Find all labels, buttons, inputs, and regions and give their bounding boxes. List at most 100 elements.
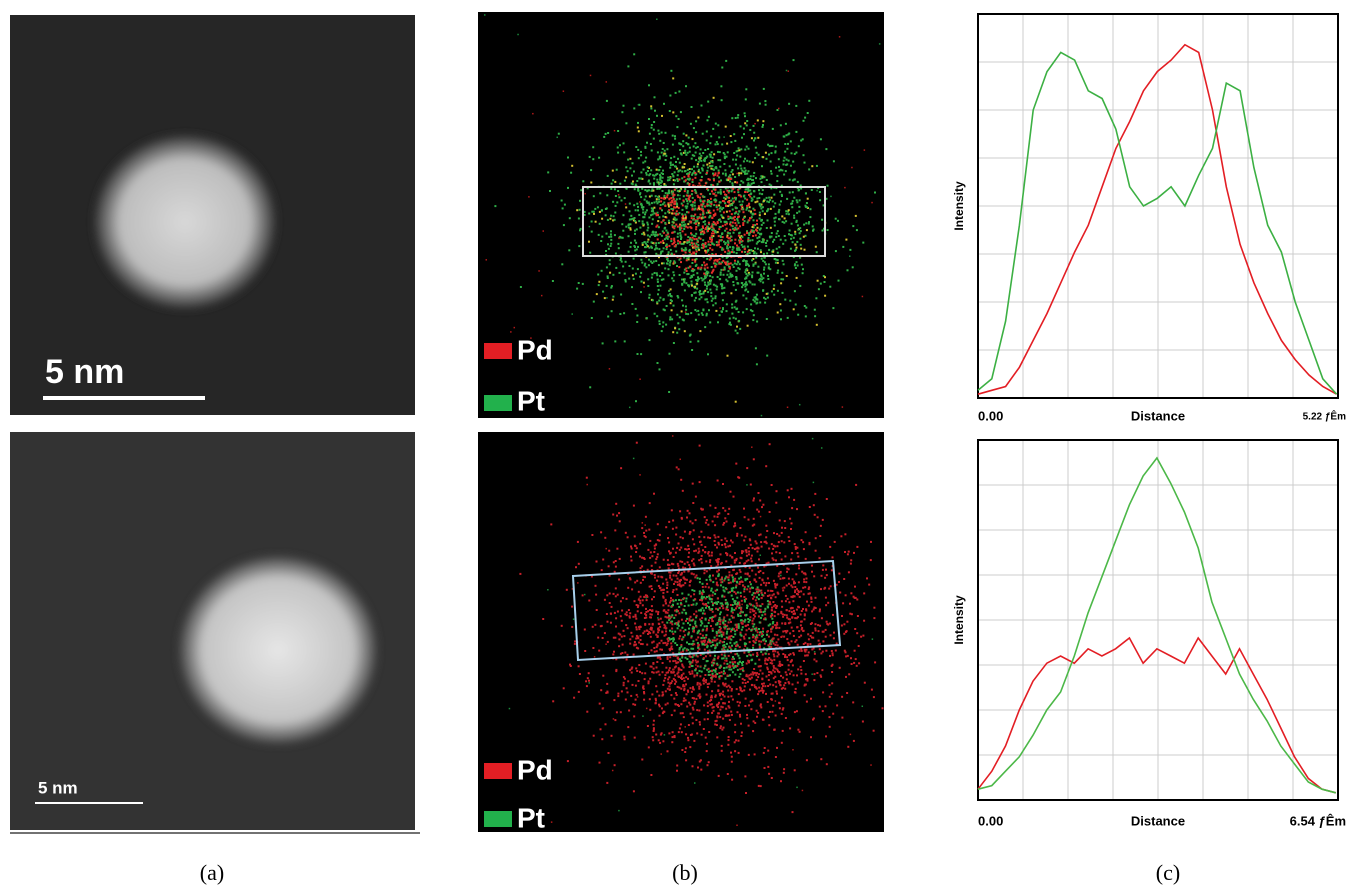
dot	[747, 681, 749, 683]
dot	[799, 232, 801, 234]
dot	[776, 248, 778, 250]
dot	[772, 650, 774, 652]
dot	[739, 562, 741, 564]
dot	[682, 204, 684, 206]
dot	[709, 640, 711, 642]
dot	[730, 141, 732, 143]
dot	[494, 205, 496, 207]
dot	[662, 203, 664, 205]
dot	[690, 226, 692, 228]
dot	[776, 175, 778, 177]
dot	[654, 96, 656, 98]
dot	[724, 230, 726, 232]
dot	[751, 570, 753, 572]
dot	[795, 249, 797, 251]
dot	[624, 678, 626, 680]
particle	[93, 134, 277, 310]
dot	[777, 290, 779, 292]
dot	[784, 527, 786, 529]
dot	[739, 612, 741, 614]
dot	[750, 544, 752, 546]
dot	[721, 634, 723, 636]
dot	[874, 192, 876, 194]
dot	[788, 681, 790, 683]
dot	[788, 160, 790, 162]
dot	[542, 230, 544, 232]
dot	[651, 223, 653, 225]
dot	[723, 596, 725, 598]
dot	[739, 569, 741, 571]
dot	[709, 212, 711, 214]
dot	[784, 654, 786, 656]
dot	[666, 248, 668, 250]
dot	[724, 224, 726, 226]
dot	[732, 663, 734, 665]
dot	[783, 684, 785, 686]
dot	[676, 314, 678, 316]
dot	[702, 152, 704, 154]
dot	[691, 635, 693, 637]
dot	[810, 698, 812, 700]
dot	[728, 270, 730, 272]
dot	[668, 391, 670, 393]
dot	[672, 331, 674, 333]
dot	[651, 573, 653, 575]
dot	[717, 209, 719, 211]
dot	[790, 653, 792, 655]
dot	[756, 201, 758, 203]
dot	[719, 208, 721, 210]
dot	[740, 688, 742, 690]
dot	[771, 777, 773, 779]
dot	[717, 231, 719, 233]
dot	[718, 542, 720, 544]
dot	[662, 250, 664, 252]
dot	[757, 551, 759, 553]
dot	[614, 219, 616, 221]
dot	[649, 678, 651, 680]
dot	[753, 182, 755, 184]
dot	[705, 655, 707, 657]
dot	[602, 559, 604, 561]
dot	[668, 206, 670, 208]
dot	[686, 207, 688, 209]
dot	[648, 680, 650, 682]
dot	[732, 159, 734, 161]
dot	[730, 669, 732, 671]
dot	[811, 165, 813, 167]
dot	[674, 666, 676, 668]
dot	[693, 613, 695, 615]
dot	[582, 180, 584, 182]
dot	[607, 641, 609, 643]
dot	[680, 234, 682, 236]
dot	[685, 600, 687, 602]
dot	[670, 648, 672, 650]
dot	[586, 477, 588, 479]
dot	[649, 247, 651, 249]
dot	[756, 596, 758, 598]
dot	[844, 551, 846, 553]
dot	[680, 599, 682, 601]
dot	[838, 280, 840, 282]
dot	[746, 232, 748, 234]
dot	[849, 603, 851, 605]
dot	[749, 129, 751, 131]
dot	[701, 209, 703, 211]
dot	[711, 695, 713, 697]
dot	[684, 214, 686, 216]
dot	[766, 542, 768, 544]
dot	[678, 543, 680, 545]
dot	[643, 169, 645, 171]
dot	[695, 226, 697, 228]
dot	[764, 662, 766, 664]
dot	[734, 653, 736, 655]
dot	[708, 731, 710, 733]
dot	[827, 624, 829, 626]
dot	[665, 690, 667, 692]
dot	[755, 177, 757, 179]
dot	[822, 651, 824, 653]
dot	[687, 678, 689, 680]
dot	[692, 172, 694, 174]
dot	[761, 687, 763, 689]
dot	[824, 276, 826, 278]
dot	[681, 299, 683, 301]
